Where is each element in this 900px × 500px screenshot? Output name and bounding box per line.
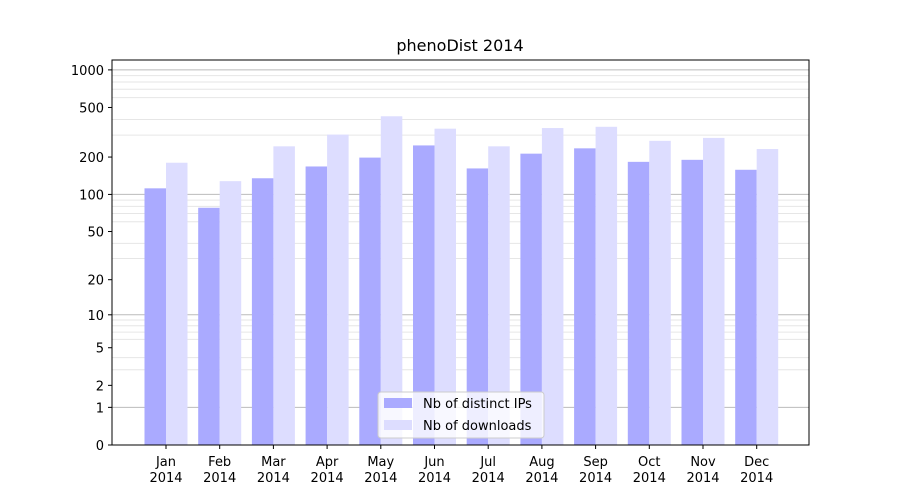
- bar-distinct-ips: [574, 148, 596, 445]
- bar-downloads: [380, 116, 403, 445]
- y-tick-label: 500: [79, 101, 104, 116]
- x-tick-label: Sep 2014: [579, 455, 612, 486]
- bar-distinct-ips: [144, 188, 166, 445]
- legend: Nb of distinct IPs Nb of downloads: [377, 391, 545, 439]
- chart-title: phenoDist 2014: [396, 36, 523, 55]
- bar-downloads: [703, 137, 725, 445]
- bar-distinct-ips: [359, 157, 381, 446]
- y-tick-label: 50: [87, 226, 104, 241]
- x-tick-label: Nov 2014: [686, 455, 719, 486]
- bar-distinct-ips: [251, 178, 274, 445]
- x-tick-label: Oct 2014: [633, 455, 666, 486]
- bar-distinct-ips: [520, 153, 542, 446]
- y-tick-label: 100: [79, 188, 104, 203]
- x-tick-label: May 2014: [364, 455, 397, 486]
- bar-downloads: [595, 126, 618, 445]
- x-tick-label: Feb 2014: [203, 455, 236, 486]
- legend-swatch-downloads: [384, 420, 412, 430]
- x-tick-label: Jul 2014: [472, 455, 505, 486]
- legend-swatch-distinct-ips: [384, 398, 412, 408]
- plot-frame: [111, 59, 810, 446]
- x-tick-label: Apr 2014: [311, 455, 344, 486]
- legend-label-distinct-ips: Nb of distinct IPs: [423, 397, 532, 412]
- y-tick-label: 200: [79, 151, 104, 166]
- bar-downloads: [541, 128, 564, 446]
- bar-distinct-ips: [681, 159, 703, 445]
- bar-distinct-ips: [198, 207, 220, 445]
- bar-distinct-ips: [735, 169, 757, 445]
- y-tick-label: 1000: [71, 64, 104, 79]
- bars-layer: [144, 116, 779, 446]
- bar-downloads: [166, 162, 188, 446]
- y-tick-label: 2: [96, 379, 104, 394]
- y-tick-label: 5: [96, 342, 104, 357]
- bar-downloads: [273, 146, 295, 445]
- bar-distinct-ips: [466, 168, 489, 445]
- legend-box: [377, 391, 545, 439]
- x-tick-label: Jun 2014: [418, 455, 451, 486]
- bar-distinct-ips: [627, 161, 650, 445]
- y-tick-label: 0: [96, 439, 104, 454]
- x-tick-label: Jan 2014: [149, 455, 182, 486]
- x-tick-label: Dec 2014: [740, 455, 773, 486]
- bar-downloads: [756, 149, 779, 445]
- bar-downloads: [219, 181, 242, 445]
- x-axis: Jan 2014 Feb 2014 Mar 2014 Apr 2014 May 2014 Jun 20…: [149, 445, 773, 486]
- y-tick-label: 1: [96, 401, 104, 416]
- bar-downloads: [649, 140, 671, 445]
- y-axis: 0 1 2 5 10 20 50 100 200 500 1000: [71, 64, 112, 454]
- legend-label-downloads: Nb of downloads: [423, 419, 532, 434]
- bar-downloads: [434, 128, 456, 445]
- y-tick-label: 10: [87, 309, 104, 324]
- bar-distinct-ips: [305, 166, 328, 445]
- x-tick-label: Aug 2014: [525, 455, 558, 486]
- bar-distinct-ips: [413, 145, 435, 445]
- bar-downloads: [488, 146, 510, 445]
- x-tick-label: Mar 2014: [257, 455, 290, 486]
- bar-downloads: [327, 134, 349, 446]
- y-tick-label: 20: [87, 274, 104, 289]
